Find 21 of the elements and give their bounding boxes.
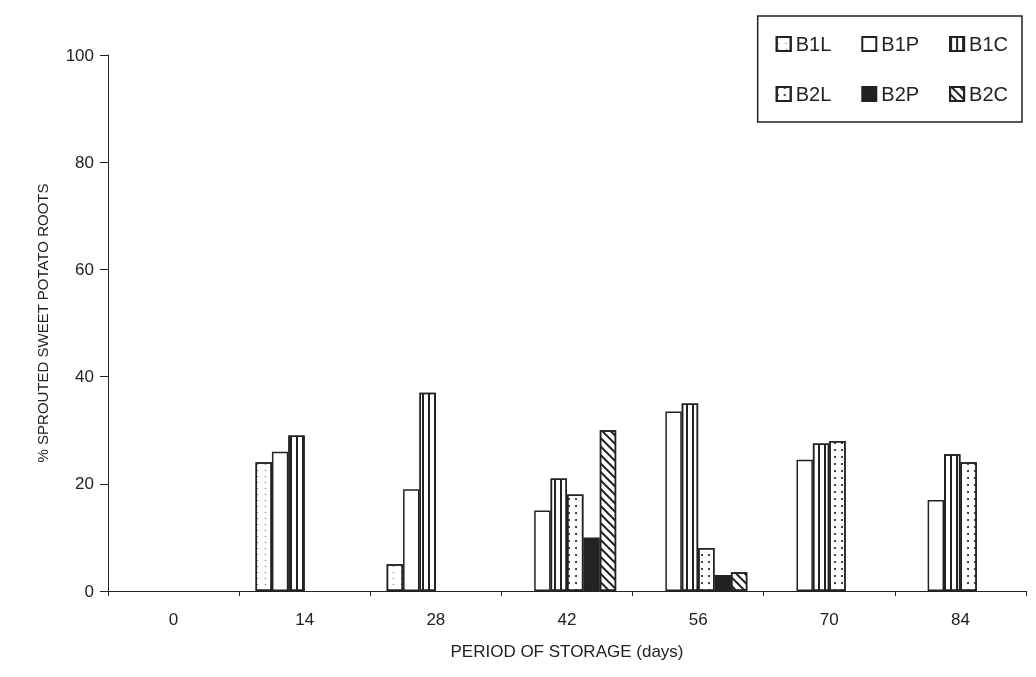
legend-label: B1P [881,33,920,55]
y-tick-label: 60 [75,259,94,279]
x-tick-label: 56 [688,610,708,629]
y-tick-label: 20 [75,474,94,494]
y-tick-label: 40 [75,367,94,387]
y-axis-title: % SPROUTED SWEET POTATO ROOTS [34,183,51,463]
x-tick-label: 84 [950,610,970,629]
legend-label: B2C [969,83,1008,105]
legend-label: B1C [969,33,1008,55]
y-tick-label: 0 [84,581,94,601]
x-tick-label: 0 [168,610,179,629]
x-tick-label: 42 [557,610,577,629]
y-tick-label: 100 [65,45,94,65]
x-axis-title: PERIOD OF STORAGE (days) [450,642,684,661]
legend-label: B2P [881,83,920,105]
y-tick-label: 80 [75,152,94,172]
x-tick-label: 14 [295,610,315,629]
legend-label: B2L [795,83,832,105]
x-tick-label: 70 [819,610,839,629]
x-tick-label: 28 [426,610,446,629]
legend-label: B1L [795,33,832,55]
